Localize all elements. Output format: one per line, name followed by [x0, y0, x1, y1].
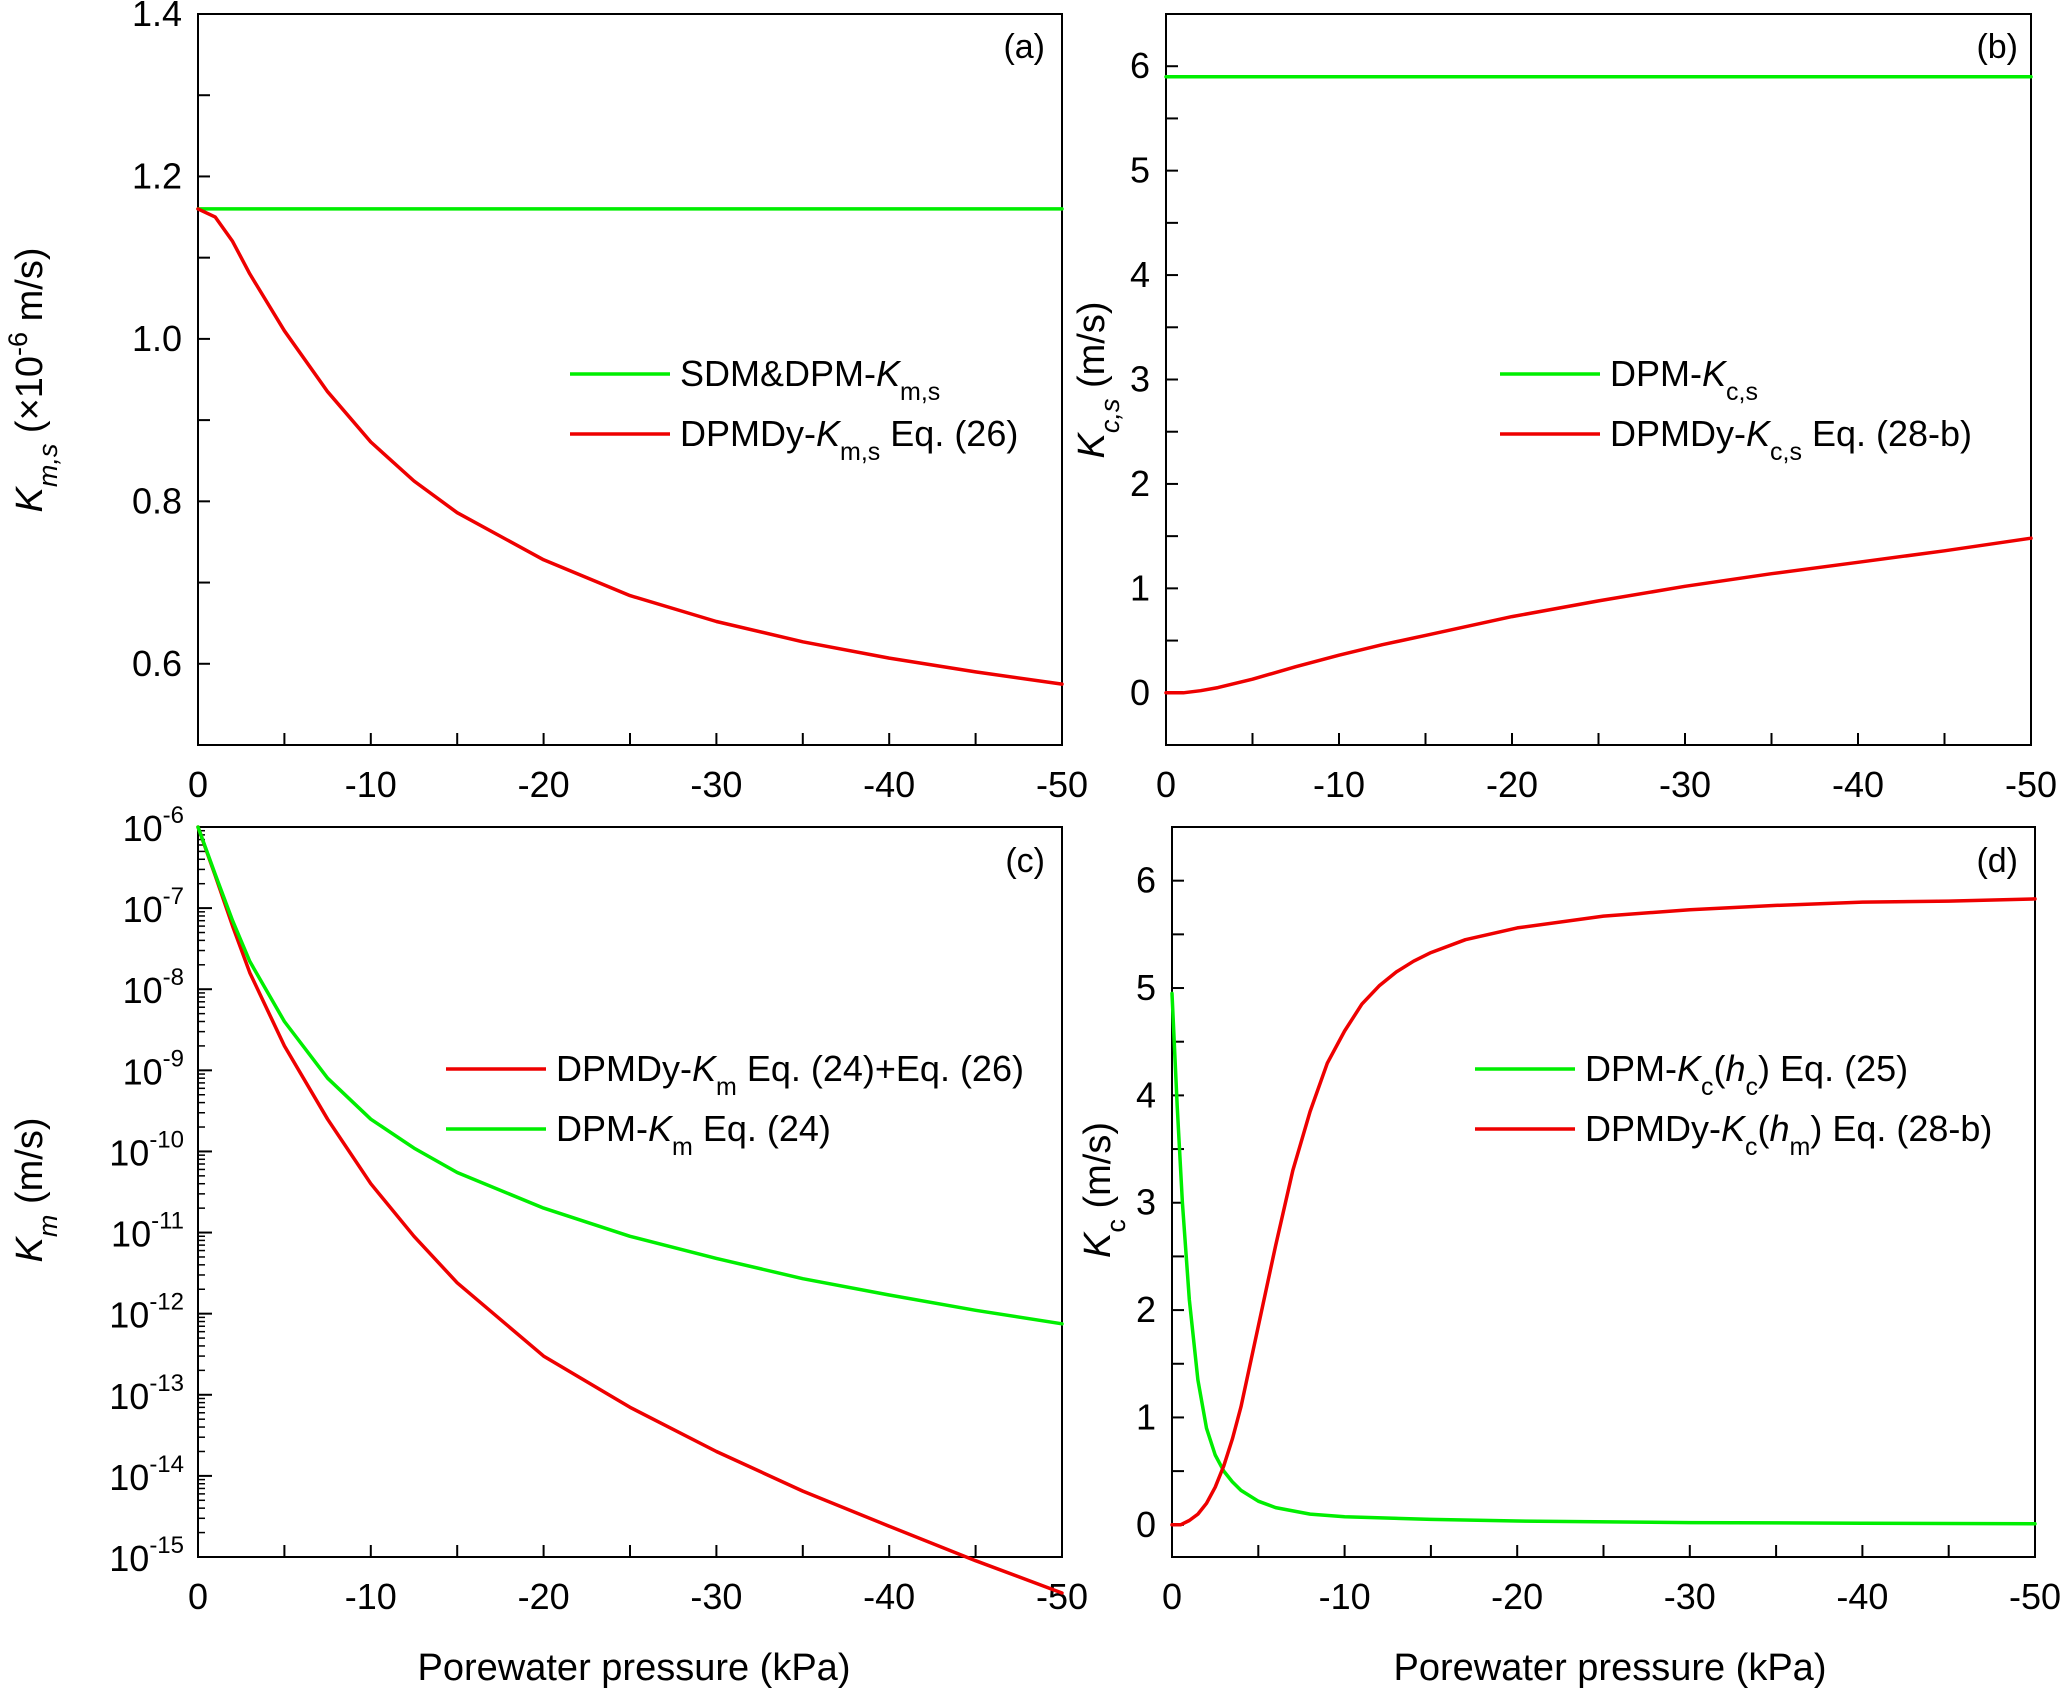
y-tick-label: 4 [1130, 254, 1150, 295]
y-tick-label: 1 [1136, 1396, 1156, 1437]
panel-c: 0 -10 -20 -30 -40 -50 10-15 10-14 10-13 10-12 10-1… [9, 802, 1088, 1617]
y-tick-label: 2 [1136, 1289, 1156, 1330]
y-tick-label: 10-12 [109, 1289, 184, 1336]
legend-label: DPM-Km Eq. (24) [556, 1108, 831, 1161]
series-line-a-1 [196, 207, 1064, 686]
y-tick-label: 10-11 [111, 1208, 184, 1255]
y-axis-title: Km,s (×10-6 m/s) [3, 248, 63, 513]
x-tick-label: 0 [1156, 764, 1176, 805]
x-axis-title-c: Porewater pressure (kPa) [418, 1647, 851, 1689]
x-tick-label: 0 [188, 1576, 208, 1617]
y-axis-title: Kc,s (m/s) [1071, 302, 1125, 459]
legend-label: DPMDy-Km Eq. (24)+Eq. (26) [556, 1048, 1024, 1101]
x-tick-label: -30 [1664, 1576, 1716, 1617]
legend-label: SDM&DPM-Km,s [680, 353, 940, 406]
y-tick-label: 3 [1136, 1182, 1156, 1223]
x-tick-label: -40 [863, 764, 915, 805]
panel-b: 0 -10 -20 -30 -40 -50 0 1 2 3 4 5 6 DPM-Kc,s DPMDy-Kc,… [1071, 13, 2057, 805]
x-tick-label: -20 [1491, 1576, 1543, 1617]
y-tick-label: 10-10 [109, 1126, 184, 1173]
y-tick-label: 10-7 [123, 883, 184, 930]
y-tick-label: 0 [1130, 672, 1150, 713]
y-tick-label: 6 [1136, 860, 1156, 901]
x-tick-label: -50 [2009, 1576, 2061, 1617]
y-tick-label: 1.0 [132, 318, 182, 359]
legend-label: DPM-Kc,s [1610, 353, 1758, 406]
x-tick-label: -40 [863, 1576, 915, 1617]
panel-a: 0 -10 -20 -30 -40 -50 0.6 0.8 1.0 1.2 1.4 SDM&DPM-K… [3, 0, 1088, 805]
y-axis-title: Km (m/s) [9, 1118, 63, 1263]
x-tick-label: -10 [345, 764, 397, 805]
y-tick-label: 5 [1136, 967, 1156, 1008]
y-tick-label: 10-13 [109, 1370, 184, 1417]
y-tick-label: 10-8 [123, 964, 184, 1011]
legend-label: DPM-Kc(hc) Eq. (25) [1585, 1048, 1908, 1101]
x-tick-label: -20 [518, 764, 570, 805]
panel-label: (d) [1976, 842, 2018, 880]
y-tick-label: 10-6 [123, 802, 184, 849]
y-tick-label: 4 [1136, 1074, 1156, 1115]
y-tick-label: 3 [1130, 359, 1150, 400]
x-tick-label: 0 [188, 764, 208, 805]
panel-label: (c) [1005, 842, 1045, 880]
x-tick-label: -40 [1832, 764, 1884, 805]
plot-frame-c [197, 826, 1063, 1558]
y-tick-label: 0.6 [132, 643, 182, 684]
y-tick-label: 0.8 [132, 480, 182, 521]
plot-frame-b [1165, 13, 2032, 746]
y-tick-label: 1 [1130, 567, 1150, 608]
series-line-d-0 [1170, 991, 2037, 1526]
legend-label: DPMDy-Kc,s Eq. (28-b) [1610, 413, 1972, 466]
x-tick-label: -10 [1313, 764, 1365, 805]
legend-label: DPMDy-Km,s Eq. (26) [680, 413, 1018, 466]
x-tick-label: -50 [1036, 764, 1088, 805]
x-tick-label: -20 [1486, 764, 1538, 805]
y-tick-label: 0 [1136, 1504, 1156, 1545]
x-tick-label: -10 [1319, 1576, 1371, 1617]
y-tick-label: 5 [1130, 150, 1150, 191]
x-tick-label: -40 [1836, 1576, 1888, 1617]
y-tick-label: 10-9 [123, 1045, 184, 1092]
x-tick-label: -30 [1659, 764, 1711, 805]
y-tick-label: 2 [1130, 463, 1150, 504]
series-line-b-1 [1164, 536, 2033, 695]
y-tick-label: 10-14 [109, 1451, 184, 1498]
panel-label: (a) [1003, 28, 1045, 66]
y-tick-label: 1.2 [132, 155, 182, 196]
x-tick-label: -30 [690, 1576, 742, 1617]
y-tick-label: 6 [1130, 45, 1150, 86]
y-tick-label: 1.4 [132, 0, 182, 34]
x-tick-label: -50 [1036, 1576, 1088, 1617]
x-tick-label: -10 [345, 1576, 397, 1617]
series-line-c-0 [196, 825, 1064, 1595]
legend-label: DPMDy-Kc(hm) Eq. (28-b) [1585, 1108, 1992, 1161]
x-axis-title-d: Porewater pressure (kPa) [1394, 1647, 1827, 1689]
x-tick-label: -30 [690, 764, 742, 805]
x-tick-label: -20 [518, 1576, 570, 1617]
x-tick-label: -50 [2005, 764, 2057, 805]
series-line-d-1 [1170, 897, 2037, 1527]
series-line-c-1 [196, 825, 1064, 1326]
y-axis-title: Kc (m/s) [1077, 1122, 1131, 1258]
panel-label: (b) [1976, 28, 2018, 66]
y-tick-label: 10-15 [109, 1532, 184, 1579]
plot-frame-d [1171, 826, 2036, 1558]
panel-d: 0 -10 -20 -30 -40 -50 0 1 2 3 4 5 6 DPM-Kc(hc) Eq. (2… [1077, 826, 2061, 1617]
x-tick-label: 0 [1162, 1576, 1182, 1617]
